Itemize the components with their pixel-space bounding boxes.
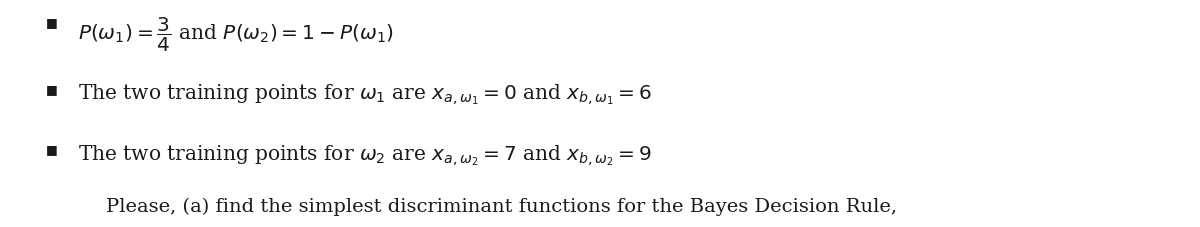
Text: ■: ■	[46, 16, 58, 29]
Text: $P(\omega_1) = \dfrac{3}{4}$ and $P(\omega_2) = 1 - P(\omega_1)$: $P(\omega_1) = \dfrac{3}{4}$ and $P(\ome…	[78, 16, 394, 54]
Text: The two training points for $\omega_1$ are $x_{a,\omega_1} = 0$ and $x_{b,\omega: The two training points for $\omega_1$ a…	[78, 83, 652, 107]
Text: ■: ■	[46, 143, 58, 156]
Text: Please, (a) find the simplest discriminant functions for the Bayes Decision Rule: Please, (a) find the simplest discrimina…	[106, 197, 896, 216]
Text: ■: ■	[46, 83, 58, 96]
Text: The two training points for $\omega_2$ are $x_{a,\omega_2} = 7$ and $x_{b,\omega: The two training points for $\omega_2$ a…	[78, 143, 652, 168]
